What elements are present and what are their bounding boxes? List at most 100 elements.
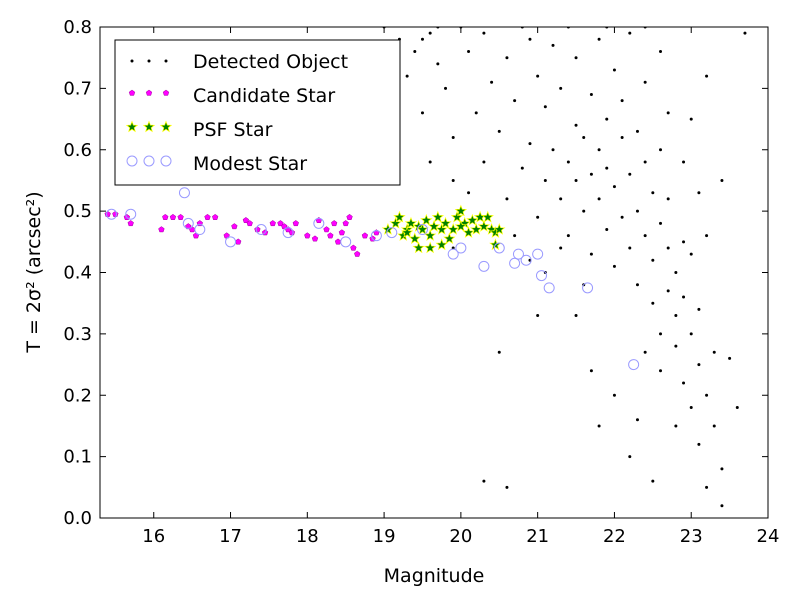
legend-marker — [159, 120, 173, 133]
data-point — [350, 244, 357, 251]
legend-marker — [162, 89, 170, 96]
data-point — [254, 226, 261, 233]
data-point — [235, 238, 242, 245]
y-tick-label: 0.4 — [63, 263, 92, 284]
data-point — [612, 264, 616, 268]
data-point — [389, 216, 402, 229]
data-point — [447, 248, 459, 260]
legend-marker — [126, 155, 138, 167]
data-point — [605, 166, 609, 170]
legend-marker — [128, 89, 136, 96]
x-tick-label: 23 — [680, 526, 703, 547]
data-point — [612, 68, 616, 72]
data-point — [427, 219, 441, 232]
x-tick-label: 18 — [296, 526, 319, 547]
data-point — [674, 424, 678, 428]
data-point — [331, 220, 338, 227]
data-point — [605, 228, 609, 232]
y-tick-label: 0.8 — [63, 17, 92, 38]
data-point — [466, 213, 479, 226]
data-point — [643, 160, 647, 164]
data-point — [509, 257, 521, 269]
series-star — [381, 204, 506, 254]
data-point — [431, 210, 445, 223]
legend-marker — [145, 89, 153, 96]
data-point — [512, 248, 524, 260]
data-point — [436, 62, 440, 66]
data-point — [482, 31, 486, 35]
series-dot — [382, 27, 747, 508]
legend: Detected Object Candidate Star PSF Star Mod… — [114, 39, 401, 186]
data-point — [513, 99, 517, 103]
data-point — [334, 238, 342, 245]
data-point — [323, 226, 330, 233]
data-point — [493, 223, 506, 235]
data-point — [416, 223, 429, 235]
data-point — [720, 178, 724, 182]
data-point — [454, 204, 468, 217]
data-point — [659, 332, 663, 336]
data-point — [559, 246, 563, 250]
data-point — [605, 117, 609, 121]
data-point — [277, 220, 284, 227]
data-point — [400, 226, 414, 238]
data-point — [242, 217, 250, 224]
data-point — [340, 236, 352, 248]
data-point — [635, 129, 639, 133]
data-point — [705, 485, 709, 489]
data-point — [477, 219, 491, 232]
data-point — [338, 229, 346, 236]
data-point — [551, 43, 555, 47]
legend-entry: Modest Star — [126, 153, 307, 175]
x-tick-label: 20 — [449, 526, 472, 547]
legend-marker — [130, 59, 134, 63]
data-point — [582, 209, 586, 213]
legend-marker — [143, 155, 155, 167]
data-point — [628, 172, 632, 176]
data-point — [582, 282, 594, 294]
legend-marker — [164, 59, 168, 63]
data-point — [666, 246, 670, 250]
data-point — [282, 227, 294, 239]
data-point — [447, 223, 460, 235]
data-point — [666, 197, 670, 201]
data-point — [551, 148, 555, 152]
data-point — [493, 242, 505, 254]
data-point — [462, 226, 475, 238]
data-point — [720, 467, 724, 471]
data-point — [354, 250, 361, 257]
data-point — [106, 208, 118, 220]
data-point — [643, 80, 647, 84]
data-point — [443, 232, 456, 245]
data-point — [413, 50, 417, 54]
legend-label: PSF Star — [193, 119, 273, 141]
data-point — [520, 254, 532, 266]
data-point — [428, 31, 432, 35]
data-point — [628, 455, 632, 459]
data-point — [705, 74, 709, 78]
data-point — [536, 313, 540, 317]
data-point — [478, 260, 490, 272]
data-point — [444, 86, 448, 90]
data-point — [346, 213, 353, 220]
data-point — [481, 210, 494, 223]
data-point — [482, 160, 486, 164]
legend-marker — [160, 155, 172, 167]
data-point — [651, 479, 655, 483]
data-point — [212, 213, 219, 220]
data-point — [162, 213, 169, 220]
data-point — [423, 241, 437, 254]
y-tick-label: 0.5 — [63, 201, 92, 222]
data-point — [454, 219, 468, 232]
x-tick-label: 19 — [373, 526, 396, 547]
data-point — [185, 223, 192, 230]
data-point — [393, 210, 406, 223]
data-point — [311, 235, 319, 242]
data-point — [408, 232, 421, 245]
data-point — [428, 160, 432, 164]
data-point — [666, 289, 670, 293]
legend-entry: PSF Star — [125, 119, 273, 141]
data-point — [543, 282, 555, 294]
data-point — [559, 86, 563, 90]
data-point — [620, 215, 624, 219]
